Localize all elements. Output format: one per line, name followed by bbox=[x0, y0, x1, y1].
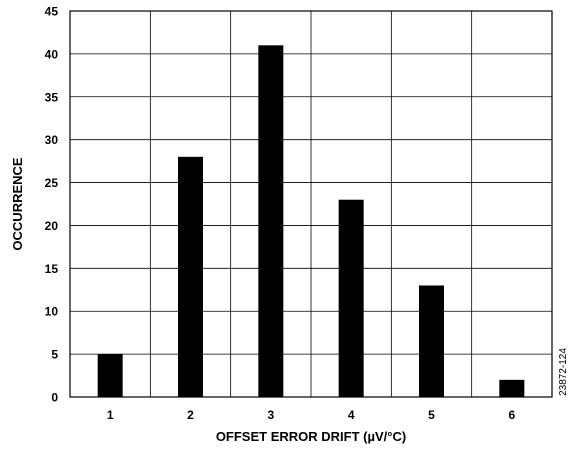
y-tick-label: 25 bbox=[45, 176, 59, 190]
y-tick-label: 40 bbox=[45, 47, 59, 61]
grid-lines bbox=[70, 11, 552, 397]
bars bbox=[97, 45, 525, 398]
y-tick-labels: 0 5 10 15 20 25 30 35 40 45 bbox=[45, 5, 59, 405]
bar-6 bbox=[499, 379, 525, 397]
bar-2 bbox=[178, 156, 203, 397]
y-tick-label: 35 bbox=[45, 90, 59, 104]
plot-frame bbox=[69, 10, 553, 398]
x-tick-label: 1 bbox=[107, 408, 114, 422]
y-tick-label: 45 bbox=[45, 5, 59, 19]
x-tick-label: 3 bbox=[267, 408, 274, 422]
bar-4 bbox=[338, 199, 364, 397]
x-tick-labels: 1 2 3 4 5 6 bbox=[107, 408, 516, 422]
y-tick-label: 0 bbox=[51, 391, 58, 405]
x-axis-label: OFFSET ERROR DRIFT (µV/°C) bbox=[216, 429, 406, 444]
y-tick-label: 30 bbox=[45, 133, 59, 147]
x-tick-label: 2 bbox=[187, 408, 194, 422]
y-tick-label: 15 bbox=[45, 262, 59, 276]
y-axis-label: OCCURRENCE bbox=[10, 157, 25, 251]
bar-5 bbox=[419, 285, 444, 397]
figure-id-note: 23872-124 bbox=[558, 348, 569, 396]
x-tick-label: 6 bbox=[508, 408, 515, 422]
bar-1 bbox=[97, 354, 123, 397]
x-tick-label: 5 bbox=[428, 408, 435, 422]
bar-3 bbox=[258, 45, 284, 398]
y-tick-label: 5 bbox=[51, 348, 58, 362]
y-tick-label: 10 bbox=[45, 305, 59, 319]
x-tick-label: 4 bbox=[348, 408, 355, 422]
y-tick-label: 20 bbox=[45, 219, 59, 233]
